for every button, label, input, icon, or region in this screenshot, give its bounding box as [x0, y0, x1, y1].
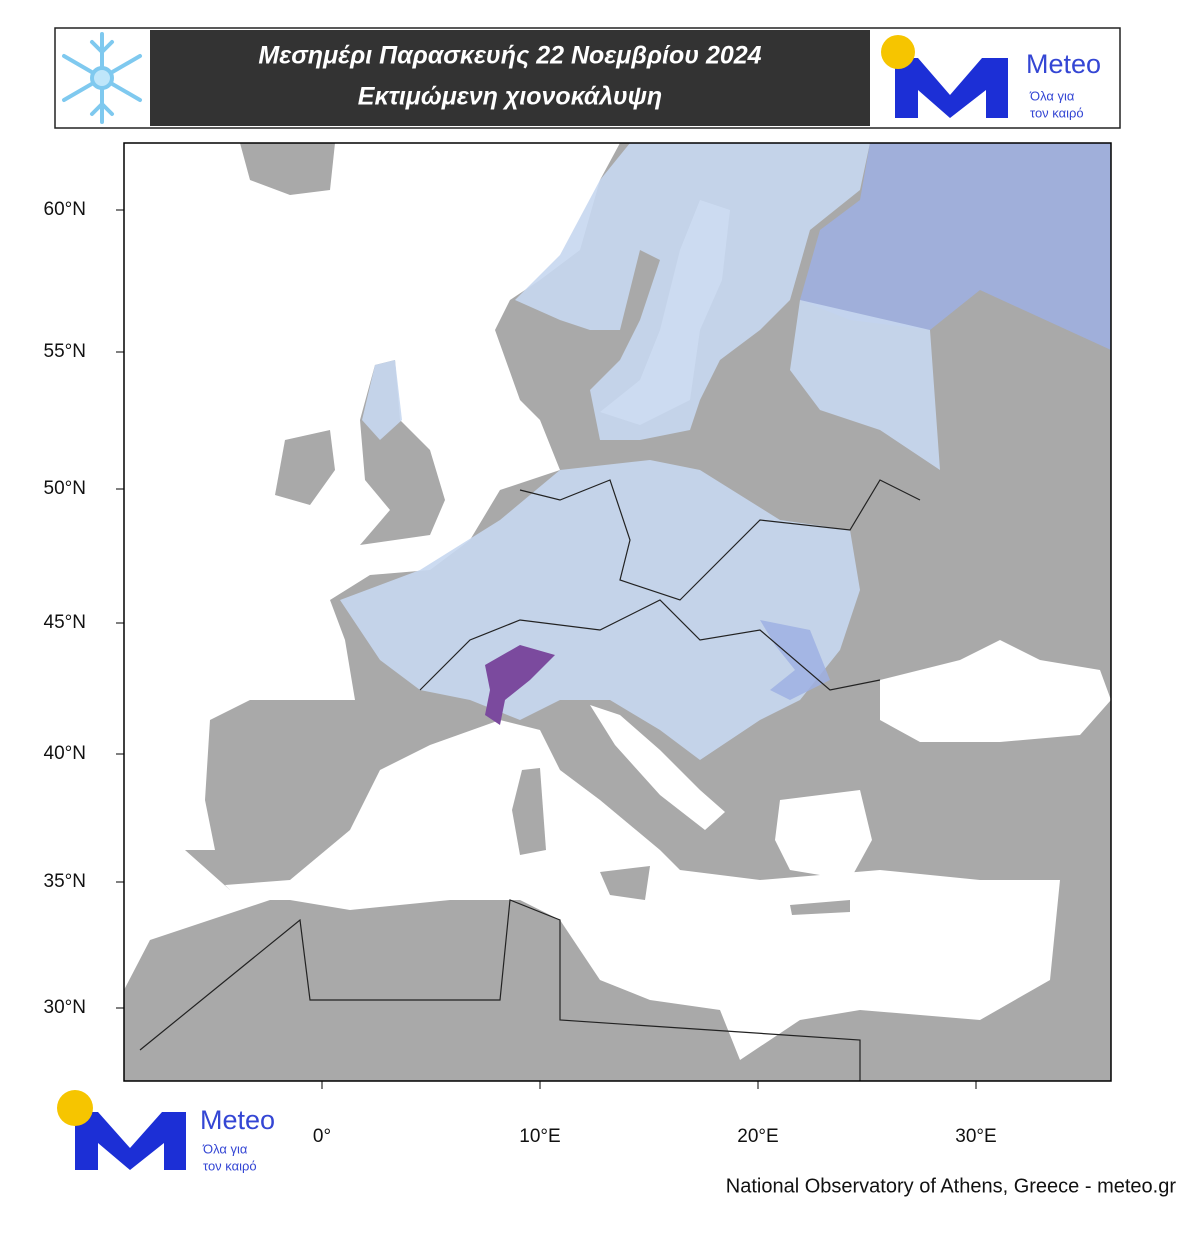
- lon-tick-label: 0°: [313, 1126, 331, 1147]
- aegean: [775, 790, 872, 880]
- map: [123, 142, 1112, 1082]
- lat-tick-label: 45°N: [44, 612, 86, 633]
- snow-russia-south: [790, 300, 940, 470]
- borders: [419, 599, 881, 691]
- lat-tick-label: 50°N: [44, 478, 86, 499]
- logo-tagline: τον καιρό: [1030, 105, 1084, 120]
- corsica-sardinia: [512, 768, 546, 855]
- sicily: [600, 866, 650, 900]
- snow-russia: [800, 143, 1111, 350]
- snow-central-europe: [340, 460, 860, 760]
- black-sea: [880, 640, 1111, 742]
- header-band: [150, 30, 870, 126]
- lon-tick-label: 10°E: [519, 1126, 560, 1147]
- title-line: Εκτιμώμενη χιονοκάλυψη: [358, 83, 662, 111]
- logo: Meteo Όλα για τον καιρό: [57, 1090, 275, 1173]
- lat-tick-label: 60°N: [44, 199, 86, 220]
- logo-tagline: Όλα για: [202, 1141, 248, 1156]
- borders: [519, 479, 921, 601]
- atlantic: [124, 143, 620, 990]
- lat-tick-label: 40°N: [44, 743, 86, 764]
- crete: [790, 900, 850, 915]
- ireland: [275, 430, 335, 505]
- snow-scotland: [362, 360, 402, 440]
- lat-tick-label: 55°N: [44, 341, 86, 362]
- logo: Meteo Όλα για τον καιρό: [881, 35, 1101, 120]
- snow-scandinavia: [515, 143, 870, 440]
- lat-tick-label: 35°N: [44, 871, 86, 892]
- credit: National Observatory of Athens, Greece -…: [726, 1175, 1177, 1197]
- lat-tick-label: 30°N: [44, 997, 86, 1018]
- logo-name: Meteo: [200, 1105, 275, 1135]
- adriatic: [590, 705, 725, 830]
- snow-alps: [485, 645, 555, 725]
- logo-name: Meteo: [1026, 49, 1101, 79]
- title-line: Μεσημέρι Παρασκευής 22 Νοεμβρίου 2024: [258, 42, 761, 70]
- snowflake-icon: [62, 32, 142, 124]
- logo-tagline: Όλα για: [1029, 88, 1075, 103]
- iceland: [240, 143, 335, 195]
- borders: [139, 899, 861, 1081]
- lon-tick-label: 30°E: [955, 1126, 996, 1147]
- map-frame: [123, 142, 1112, 1082]
- logo-tagline: τον καιρό: [203, 1158, 257, 1173]
- lon-tick-label: 20°E: [737, 1126, 778, 1147]
